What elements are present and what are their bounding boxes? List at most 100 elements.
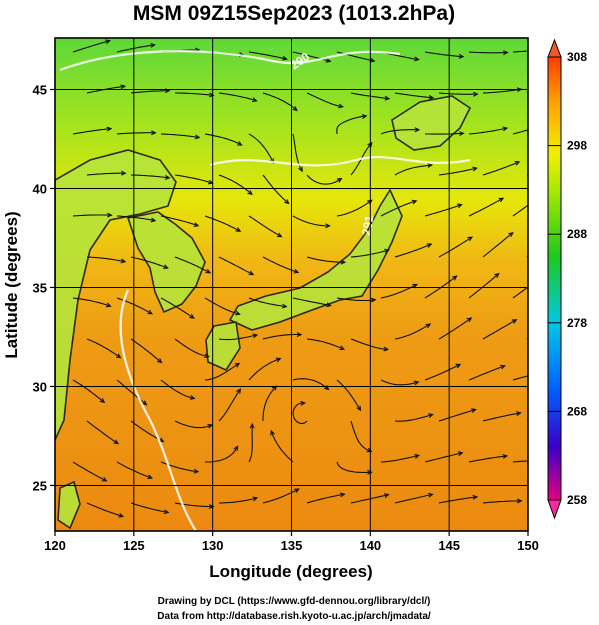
streamline-arrowhead-65 <box>340 259 347 265</box>
streamline-arrowhead-51 <box>284 199 290 205</box>
streamline-61 <box>306 92 343 108</box>
streamline-80 <box>336 379 361 411</box>
streamline-57 <box>262 385 277 421</box>
x-tick-label-2: 130 <box>202 538 224 553</box>
temperature-contours <box>59 50 471 531</box>
y-tick-label-0: 25 <box>33 478 47 493</box>
colorbar-tick-label-3: 278 <box>567 316 587 330</box>
streamline-45 <box>218 388 241 422</box>
streamline-39 <box>218 174 253 195</box>
streamline-2 <box>72 128 112 135</box>
streamline-64 <box>292 215 330 227</box>
streamline-arrowhead-101 <box>467 236 473 242</box>
streamline-52 <box>248 215 282 238</box>
credit-line-2: Data from http://database.rish.kyoto-u.a… <box>157 611 431 622</box>
hokkaido-island <box>391 95 472 151</box>
streamline-0 <box>72 40 110 53</box>
streamline-97 <box>438 92 478 95</box>
streamline-arrowhead-83 <box>383 493 390 498</box>
streamline-105 <box>438 408 476 422</box>
streamline-114 <box>468 273 500 299</box>
streamline-54 <box>248 297 287 308</box>
streamline-arrowhead-22 <box>147 474 153 480</box>
streamline-112 <box>468 197 504 217</box>
streamline-arrowhead-4 <box>107 212 113 218</box>
streamline-arrowhead-59 <box>294 488 300 494</box>
streamline-107 <box>438 496 477 504</box>
colorbar-tick-label-2: 288 <box>567 227 587 241</box>
streamline-arrowhead-69 <box>300 400 307 406</box>
streamline-arrowhead-60 <box>325 57 332 63</box>
x-tick-label-1: 125 <box>123 538 145 553</box>
streamline-113 <box>482 232 514 258</box>
x-tick-label-4: 140 <box>359 538 381 553</box>
streamline-100 <box>424 204 462 217</box>
streamline-arrowhead-61 <box>338 103 344 109</box>
streamline-10 <box>72 461 107 482</box>
colorbar-tick-label-4: 268 <box>567 404 587 418</box>
streamline-86 <box>380 129 419 135</box>
streamline-74 <box>336 115 367 135</box>
streamline-5 <box>86 256 126 263</box>
streamline-arrowhead-25 <box>208 92 215 98</box>
streamline-arrowhead-12 <box>150 42 156 48</box>
streamline-59 <box>262 488 299 504</box>
x-axis-label: Longitude (degrees) <box>209 562 372 581</box>
streamline-arrowhead-77 <box>384 248 390 254</box>
streamline-96 <box>424 51 464 58</box>
streamline-arrowhead-30 <box>189 313 195 319</box>
streamline-arrowhead-100 <box>457 203 463 209</box>
streamline-28 <box>160 215 199 227</box>
streamline-58 <box>248 424 253 463</box>
streamline-23 <box>130 502 169 513</box>
streamline-13 <box>130 90 170 94</box>
streamline-arrowhead-91 <box>425 323 432 329</box>
streamline-30 <box>160 297 195 319</box>
streamline-arrowhead-64 <box>325 223 331 229</box>
streamline-arrowhead-29 <box>205 268 212 274</box>
streamline-42 <box>204 297 240 315</box>
streamline-arrowhead-95 <box>427 492 434 498</box>
streamline-arrowhead-33 <box>207 423 214 429</box>
streamline-arrowhead-131 <box>561 503 565 507</box>
streamline-11 <box>86 502 124 518</box>
streamline-arrowhead-126 <box>540 275 544 279</box>
colorbar-ticks: 308 298 288 278 268 258 <box>548 50 587 507</box>
streamline-118 <box>468 455 507 463</box>
streamline-56 <box>248 358 281 381</box>
streamline-7 <box>86 338 121 359</box>
streamline-arrowhead-119 <box>517 498 523 504</box>
coastlines <box>55 95 472 530</box>
streamline-arrowhead-19 <box>156 358 163 364</box>
streamline-arrowhead-67 <box>339 345 345 351</box>
streamline-arrowhead-10 <box>101 476 108 482</box>
streamline-arrowhead-97 <box>473 91 479 97</box>
streamline-arrowhead-41 <box>248 270 255 276</box>
streamline-130 <box>512 460 528 463</box>
streamline-arrowhead-34 <box>193 468 200 474</box>
streamline-arrowhead-118 <box>502 453 509 459</box>
streamline-arrowhead-66 <box>326 302 332 308</box>
streamline-126 <box>512 286 528 299</box>
streamline-82 <box>336 461 372 473</box>
streamline-87 <box>394 164 432 176</box>
credit-line-1: Drawing by DCL (https://www.gfd-dennou.o… <box>158 596 431 607</box>
streamline-25 <box>175 92 214 96</box>
streamline-arrowhead-52 <box>276 232 283 238</box>
streamline-arrowhead-54 <box>281 303 288 309</box>
streamline-89 <box>394 243 432 258</box>
colorbar <box>547 56 562 501</box>
streamline-arrowhead-16 <box>150 217 157 223</box>
streamline-109 <box>482 88 522 94</box>
streamline-arrowhead-70 <box>270 429 275 436</box>
streamline-arrowhead-47 <box>252 496 259 502</box>
streamline-arrowhead-40 <box>235 227 242 232</box>
streamline-arrowhead-3 <box>121 170 127 176</box>
streamline-arrowhead-82 <box>367 469 373 475</box>
streamline-85 <box>394 92 434 99</box>
streamline-63 <box>306 174 342 185</box>
streamline-arrowhead-94 <box>414 453 421 459</box>
streamline-arrowhead-84 <box>414 56 420 62</box>
kyushu-island <box>205 321 241 372</box>
streamline-115 <box>482 319 517 340</box>
